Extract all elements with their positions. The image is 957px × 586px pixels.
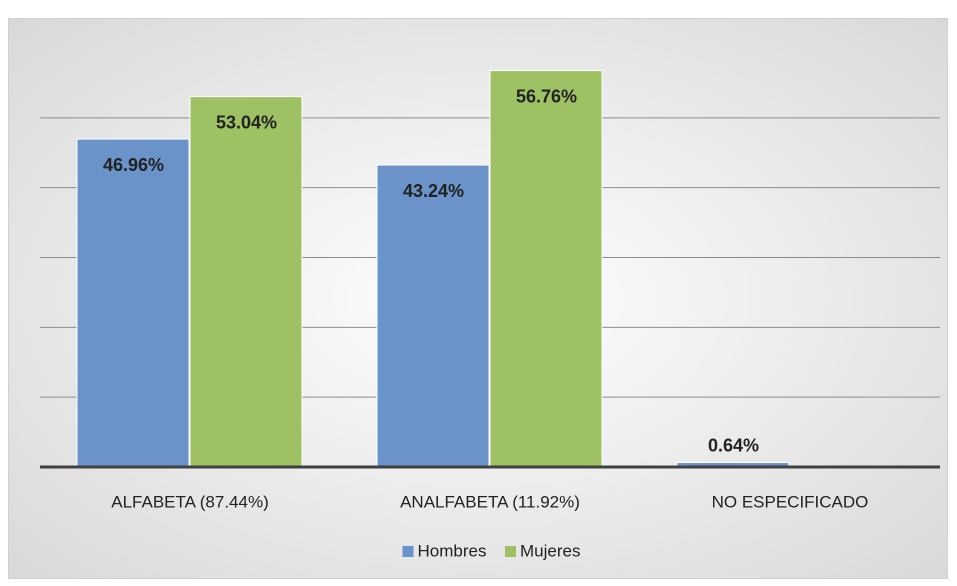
x-tick-label: ALFABETA (87.44%) bbox=[111, 492, 268, 511]
legend-label: Mujeres bbox=[520, 541, 580, 560]
bar bbox=[376, 164, 490, 468]
data-label: 46.96% bbox=[103, 155, 164, 175]
data-label: 0.64% bbox=[708, 435, 759, 455]
data-label: 43.24% bbox=[403, 181, 464, 201]
x-tick-label: ANALFABETA (11.92%) bbox=[400, 492, 580, 511]
data-label: 56.76% bbox=[516, 86, 577, 106]
legend-swatch bbox=[505, 546, 516, 557]
legend-label: Hombres bbox=[418, 541, 487, 560]
legend-swatch bbox=[402, 546, 414, 557]
bar bbox=[189, 96, 303, 468]
data-label: 53.04% bbox=[216, 112, 277, 132]
bar bbox=[76, 138, 190, 468]
bar bbox=[489, 70, 603, 468]
x-tick-label: NO ESPECIFICADO bbox=[712, 492, 869, 511]
